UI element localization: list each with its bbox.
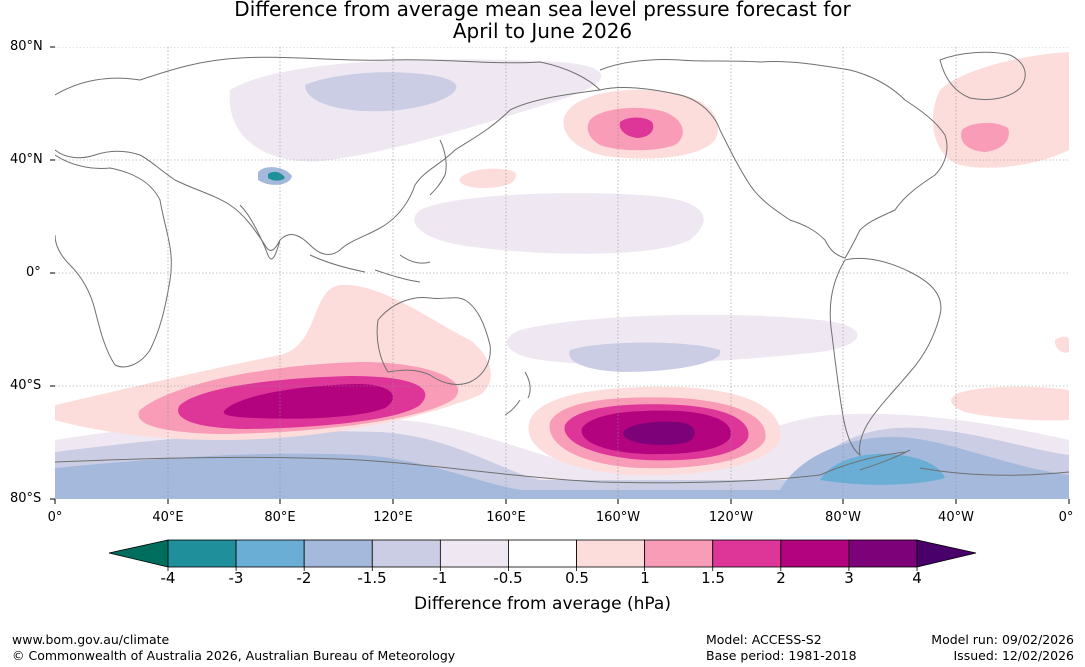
contour-indian-pos-2 xyxy=(223,384,393,419)
contour-antarctic-neg-2 xyxy=(820,453,945,485)
lon-label-120e: 120°E xyxy=(373,510,413,525)
lon-label-40w: 40°W xyxy=(938,510,974,525)
footer-issued: Issued: 12/02/2026 xyxy=(953,648,1075,663)
colorbar-label: -2 xyxy=(296,569,312,587)
coast-greenland xyxy=(939,51,1026,101)
lon-label-160e: 160°E xyxy=(486,510,526,525)
lat-label-40n: 40°N xyxy=(10,152,43,167)
contour-natlantic-pos-1 xyxy=(961,122,1009,152)
contour-npacific-pos-15 xyxy=(619,117,654,138)
colorbar-segment xyxy=(848,539,918,568)
colorbar-segments xyxy=(167,539,918,568)
colorbar-segment xyxy=(167,539,237,568)
contour-southern-neg-15 xyxy=(55,436,1069,499)
coast-japan xyxy=(429,139,447,196)
colorbar-label: -1.5 xyxy=(357,569,387,587)
footer-model: Model: ACCESS-S2 xyxy=(706,632,822,647)
colorbar-segment xyxy=(644,539,714,568)
colorbar-label: 1 xyxy=(640,569,650,587)
axis-ticks xyxy=(50,46,1070,504)
colorbar-title: Difference from average (hPa) xyxy=(414,594,671,614)
graticule xyxy=(55,47,1069,499)
contour-tibet-neg-strong xyxy=(268,171,285,181)
contour-satlantic-pos-05 xyxy=(951,386,1069,421)
colorbar-segment xyxy=(576,539,646,568)
footer-copyright: © Commonwealth of Australia 2026, Austra… xyxy=(12,648,456,663)
lon-label-0-west: 0° xyxy=(47,510,63,525)
coast-eurasia xyxy=(55,56,602,256)
colorbar-label: -1 xyxy=(432,569,448,587)
lat-label-80s: 80°S xyxy=(10,491,42,506)
colorbar-segment xyxy=(303,539,373,568)
coast-antarctica xyxy=(55,451,1069,484)
coastlines xyxy=(55,51,1069,484)
coast-indonesia xyxy=(309,254,431,283)
coast-india xyxy=(239,204,281,260)
contour-east-pos-05 xyxy=(1054,336,1069,353)
lon-label-0-east: 0° xyxy=(1058,510,1074,525)
colorbar-label: 1.5 xyxy=(701,569,725,587)
colorbar-label: 4 xyxy=(912,569,922,587)
colorbar-max-extension xyxy=(916,539,977,568)
colorbar-segment xyxy=(780,539,850,568)
coast-new-zealand xyxy=(504,371,531,416)
colorbar-segment xyxy=(235,539,305,568)
colorbar-min-extension xyxy=(108,539,169,568)
coast-south-america xyxy=(829,257,942,457)
footer-base-period: Base period: 1981-2018 xyxy=(706,648,857,663)
lat-label-40s: 40°S xyxy=(10,378,42,393)
contour-spacific-pos-3 xyxy=(623,421,695,445)
contour-asia-neg-1 xyxy=(305,72,457,112)
footer-url: www.bom.gov.au/climate xyxy=(12,632,170,647)
coast-north-america xyxy=(599,59,948,259)
lon-label-120w: 120°W xyxy=(708,510,754,525)
colorbar-label: -0.5 xyxy=(493,569,523,587)
colorbar-label: -3 xyxy=(228,569,244,587)
lat-label-80n: 80°N xyxy=(10,39,43,54)
lon-label-160w: 160°W xyxy=(595,510,641,525)
contour-south-pacific-neg-1 xyxy=(569,342,721,372)
colorbar-label: 3 xyxy=(844,569,854,587)
pressure-anomaly-contours xyxy=(55,47,1069,499)
colorbar xyxy=(108,539,977,571)
colorbar-segment xyxy=(371,539,441,568)
coast-australia xyxy=(376,296,491,385)
lat-label-0: 0° xyxy=(26,265,41,280)
lon-label-80w: 80°W xyxy=(825,510,861,525)
footer-model-run: Model run: 09/02/2026 xyxy=(931,632,1074,647)
colorbar-ticks xyxy=(167,567,918,571)
contour-tropic-pos-small xyxy=(459,168,516,188)
colorbar-label: 0.5 xyxy=(565,569,589,587)
colorbar-segment xyxy=(439,539,509,568)
lon-label-80e: 80°E xyxy=(264,510,296,525)
colorbar-segment xyxy=(508,539,577,568)
contour-pacific-neg-light xyxy=(414,193,704,254)
colorbar-segment xyxy=(712,539,782,568)
map-title-line2: April to June 2026 xyxy=(452,19,633,43)
map-title-line1: Difference from average mean sea level p… xyxy=(234,0,851,21)
coast-antarctic-peninsula xyxy=(859,449,911,471)
colorbar-label: -4 xyxy=(160,569,176,587)
colorbar-label: 2 xyxy=(776,569,786,587)
lon-label-40e: 40°E xyxy=(152,510,184,525)
coast-africa xyxy=(55,154,172,368)
